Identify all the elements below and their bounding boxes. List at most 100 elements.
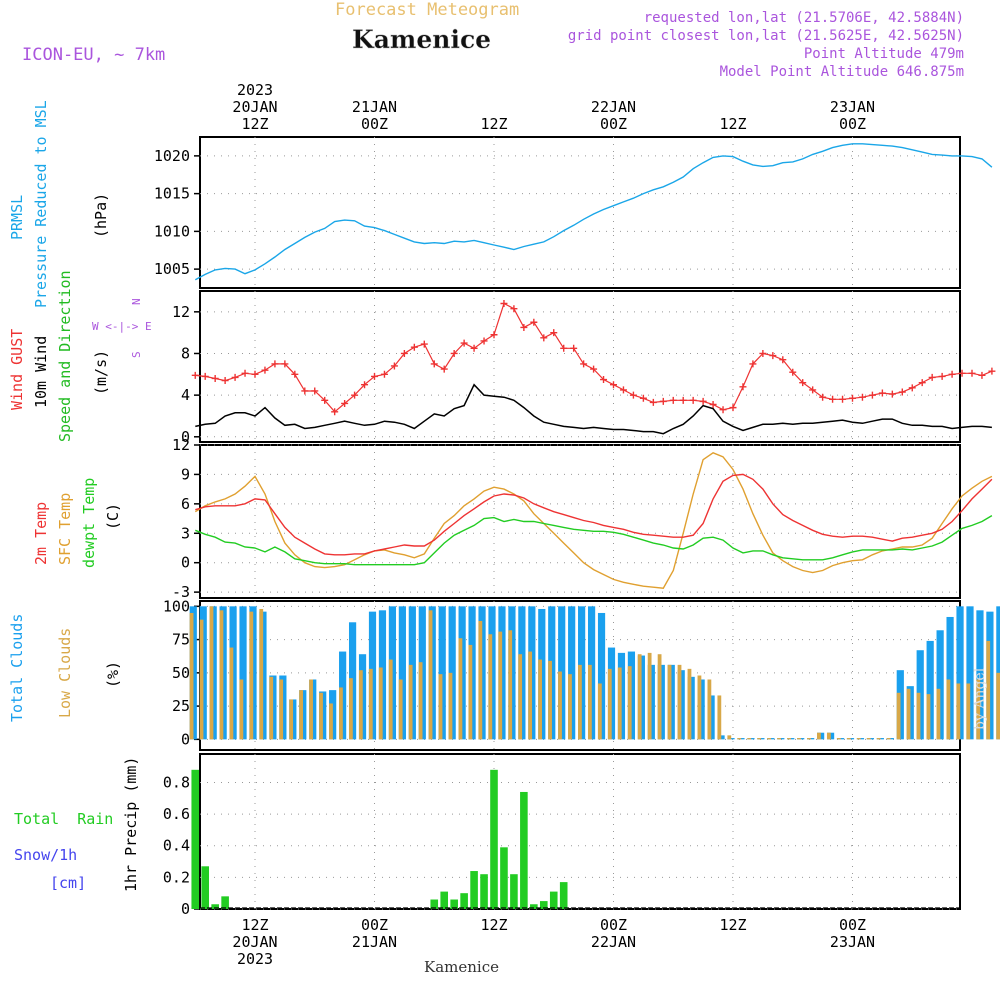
gridpoint-coordinates: grid point closest lon,lat (21.5625E, 42… [568, 28, 964, 44]
low-cloud-bar [737, 738, 742, 740]
low-cloud-bar [339, 687, 343, 740]
precipitation-ytick-label: 0.2 [163, 868, 190, 886]
rain-bar [490, 769, 498, 909]
time-axis-label: 2023 [237, 950, 273, 968]
gust-marker [629, 391, 637, 399]
rain-bar [430, 899, 439, 909]
total-cloud-bar [568, 606, 576, 740]
clouds-ytick-label: 50 [172, 664, 190, 682]
gust-marker [500, 299, 508, 307]
gust-marker [390, 362, 398, 370]
gust-marker [669, 396, 677, 404]
low-cloud-bar [189, 612, 194, 740]
gust-marker [321, 396, 329, 404]
low-cloud-bar [667, 664, 672, 740]
low-cloud-bar [538, 659, 542, 740]
rain-bar [510, 874, 518, 909]
low-cloud-bar [976, 679, 981, 740]
pressure-ytick-label: 1005 [154, 260, 190, 278]
compass-s: S [130, 351, 143, 358]
low-cloud-bar [896, 692, 901, 740]
precip-label-cm: [cm] [50, 874, 86, 892]
time-axis-label: 23JAN [830, 933, 875, 951]
gust-marker [600, 376, 608, 384]
gust-marker [978, 371, 986, 379]
low-cloud-bar [239, 679, 244, 740]
low-cloud-bar [418, 662, 423, 740]
precipitation-ytick-label: 0.8 [163, 773, 190, 791]
temperature-ytick-label: 6 [181, 495, 190, 513]
gust-marker [938, 372, 946, 380]
gust-marker [619, 386, 627, 394]
gust-marker [341, 399, 349, 407]
gust-marker [281, 360, 289, 368]
gust-marker [610, 381, 617, 389]
gust-marker [510, 305, 518, 313]
gust-marker [809, 386, 817, 394]
low-cloud-bar [956, 683, 961, 740]
wind-labels: Wind GUST 10m Wind Speed and Direction (… [8, 270, 152, 442]
wind-label-gust: Wind GUST [8, 329, 26, 410]
low-cloud-bar [767, 738, 772, 740]
time-axis-label: 12Z [719, 115, 746, 133]
low-cloud-bar [438, 674, 443, 740]
total-cloud-bar [936, 630, 944, 740]
precipitation-ytick-label: 0 [181, 900, 190, 918]
gust-marker [361, 381, 369, 389]
low-cloud-bar [707, 679, 712, 740]
cloud-label-total: Total Clouds [8, 614, 26, 722]
gust-marker [261, 366, 269, 374]
gust-marker [689, 396, 697, 404]
low-cloud-bar [627, 666, 632, 740]
gust-marker [480, 337, 488, 345]
gust-marker [450, 349, 458, 357]
low-cloud-bar [826, 732, 831, 740]
time-axis-label: 21JAN [352, 933, 397, 951]
low-cloud-bar [578, 664, 582, 740]
low-cloud-bar [548, 660, 552, 740]
gust-marker [639, 394, 647, 402]
cloud-label-unit: (%) [104, 661, 122, 688]
rain-bar [480, 874, 488, 909]
low-cloud-bar [757, 738, 762, 740]
temperature-ytick-label: 12 [172, 436, 190, 454]
time-axis-label: 2023 [237, 81, 273, 99]
gust-marker [221, 377, 229, 385]
low-cloud-bar [528, 651, 533, 740]
clouds-panel: 0 25 50 75 100 [163, 597, 1000, 751]
rain-bar [470, 871, 478, 909]
low-cloud-bar [916, 692, 921, 740]
low-cloud-bar [219, 610, 224, 740]
gust-marker [849, 394, 856, 402]
low-cloud-bar [846, 738, 851, 740]
gust-marker [380, 370, 388, 378]
time-axis-label: 21JAN [352, 98, 397, 116]
low-cloud-bar [398, 679, 403, 740]
precip-labels: Total Rain Snow/1h [cm] 1hr Precip (mm) [14, 757, 140, 892]
gust-marker [749, 360, 757, 368]
low-cloud-bar [807, 738, 811, 740]
low-cloud-bar [647, 652, 652, 740]
low-cloud-bar [946, 679, 951, 740]
low-cloud-bar [269, 676, 274, 740]
low-cloud-bar [657, 654, 662, 740]
credit-watermark: by Angel [972, 667, 988, 730]
gust-marker [799, 379, 807, 387]
gust-marker [878, 389, 886, 397]
gust-marker [779, 356, 787, 364]
rain-bar [520, 791, 528, 909]
total-cloud-bar [966, 606, 974, 740]
total-cloud-bar [597, 612, 606, 740]
low-cloud-bar [906, 688, 911, 740]
wind-ytick-label: 0 [181, 428, 190, 446]
point-altitude: Point Altitude 479m [804, 46, 964, 62]
gust-marker [420, 340, 428, 348]
gust-marker [699, 397, 707, 405]
rain-bar [549, 891, 558, 909]
time-axis-label: 00Z [839, 916, 866, 934]
low-cloud-bar [478, 620, 483, 740]
low-cloud-bar [508, 630, 513, 740]
